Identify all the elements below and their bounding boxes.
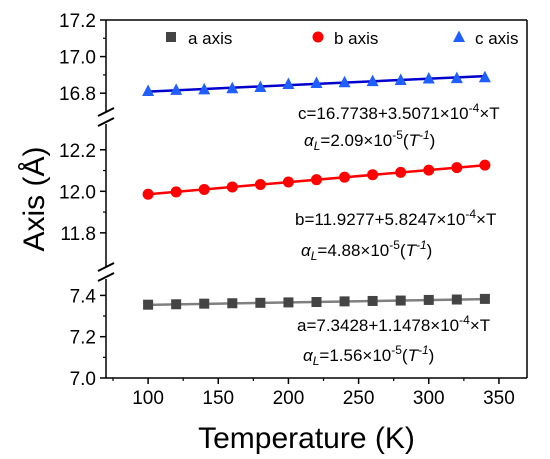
x-tick-label: 100 (132, 388, 164, 409)
x-tick-label: 300 (413, 388, 445, 409)
y-tick-label: 7.4 (70, 286, 97, 307)
legend-marker-c (453, 30, 465, 42)
data-point-a (199, 298, 210, 309)
y-axis-title: Axis (Å) (18, 147, 51, 252)
x-tick-label: 350 (483, 388, 515, 409)
data-point-b (142, 188, 154, 200)
fit-equation-a: a=7.3428+1.1478×10-4×T (297, 313, 490, 335)
data-point-a (451, 294, 462, 305)
data-point-a (255, 297, 266, 308)
data-point-c (478, 70, 491, 83)
legend-label-b: b axis (334, 29, 378, 48)
legend-marker-b (312, 31, 324, 43)
expansion-coefficient-a: αL=1.56×10-5(T-1) (303, 343, 434, 368)
x-tick-label: 150 (202, 388, 234, 409)
expansion-coefficient-c: αL=2.09×10-5(T-1) (304, 128, 435, 153)
data-point-c (226, 81, 239, 94)
data-point-a (339, 296, 350, 307)
legend-marker-a (166, 32, 176, 42)
y-tick-label: 12.2 (59, 141, 96, 162)
data-point-c (338, 75, 351, 88)
data-point-b (198, 183, 210, 195)
data-point-b (339, 171, 351, 183)
data-point-b (311, 174, 322, 186)
data-point-a (227, 298, 238, 309)
data-point-a (283, 297, 294, 308)
data-point-a (423, 294, 434, 305)
expansion-coefficient-b: αL=4.88×10-5(T-1) (301, 238, 432, 263)
x-tick-label: 250 (343, 388, 375, 409)
data-point-b (451, 162, 463, 174)
data-point-c (254, 80, 267, 92)
x-axis-title: Temperature (K) (198, 422, 415, 455)
data-point-c (170, 83, 183, 95)
data-point-c (310, 76, 323, 88)
axis-break-mark (97, 117, 115, 127)
data-point-a (143, 299, 154, 310)
data-point-a (367, 295, 378, 306)
x-tick-label: 200 (273, 388, 305, 409)
data-point-b (254, 178, 266, 190)
axis-break-mark (97, 272, 115, 282)
data-point-c (450, 71, 463, 84)
data-point-b (170, 186, 182, 198)
y-tick-label: 17.0 (59, 48, 96, 69)
axis-break-mark (97, 107, 115, 117)
data-point-b (282, 176, 294, 188)
y-tick-label: 7.0 (70, 369, 96, 390)
axis-break-mark (97, 262, 115, 272)
y-tick-label: 17.2 (59, 11, 96, 32)
data-point-b (423, 164, 435, 176)
data-point-c (142, 84, 155, 96)
data-point-c (394, 73, 407, 86)
y-tick-label: 16.8 (59, 84, 96, 105)
y-tick-label: 11.8 (60, 224, 96, 245)
data-point-b (226, 181, 238, 193)
data-point-a (171, 299, 182, 310)
data-point-c (422, 72, 435, 84)
data-point-c (198, 82, 211, 95)
fit-equation-b: b=11.9277+5.8247×10-4×T (295, 207, 496, 229)
data-point-c (366, 74, 379, 87)
data-point-b (367, 169, 379, 181)
legend-label-a: a axis (188, 29, 232, 48)
legend-label-c: c axis (475, 29, 518, 48)
data-point-a (395, 295, 406, 306)
data-point-a (479, 293, 490, 304)
data-point-a (311, 297, 322, 307)
y-tick-label: 7.2 (70, 328, 96, 349)
data-point-b (395, 166, 407, 178)
fit-equation-c: c=16.7738+3.5071×10-4×T (298, 101, 500, 123)
data-point-c (282, 77, 295, 90)
y-tick-label: 12.0 (59, 182, 96, 203)
data-point-b (479, 159, 491, 171)
